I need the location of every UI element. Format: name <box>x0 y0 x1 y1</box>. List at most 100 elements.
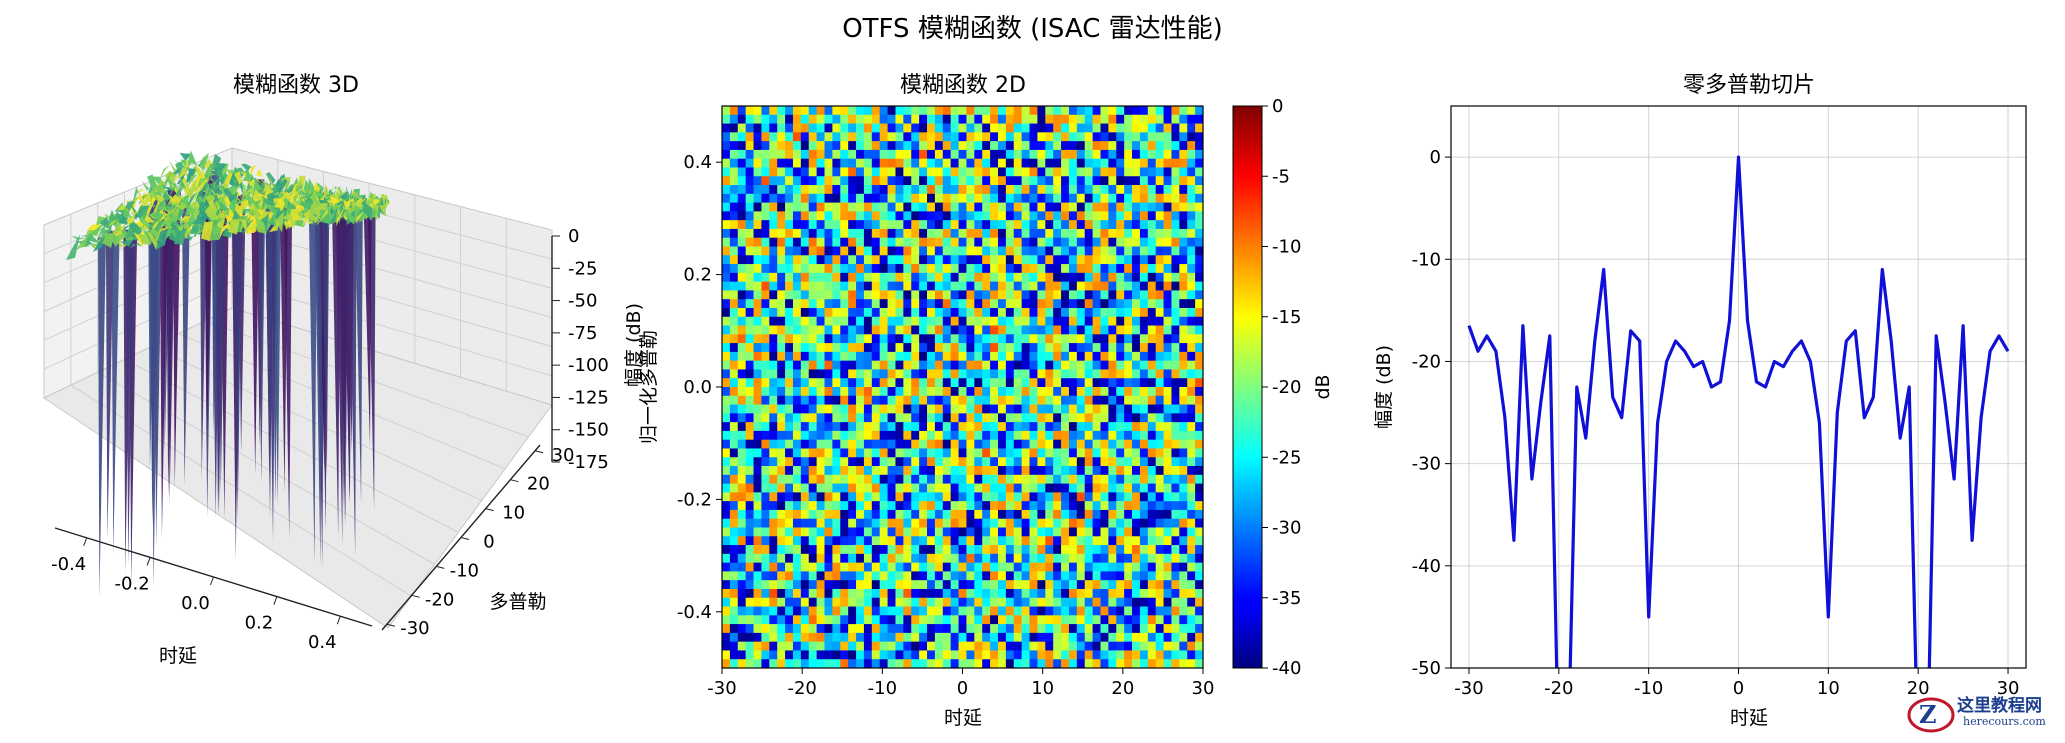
heatmap-cell <box>1179 650 1188 660</box>
heatmap-cell <box>950 167 959 177</box>
heatmap-cell <box>1045 474 1054 484</box>
heatmap-cell <box>785 527 794 537</box>
heatmap-cell <box>840 509 849 520</box>
heatmap-cell <box>990 588 999 599</box>
heatmap-cell <box>1021 439 1030 449</box>
heatmap-cell <box>982 220 991 230</box>
heatmap-cell <box>919 518 928 528</box>
heatmap-cell <box>753 106 762 116</box>
heatmap-cell <box>832 527 841 537</box>
heatmap-cell <box>934 527 944 537</box>
heatmap-cell <box>777 562 786 572</box>
heatmap-cell <box>777 413 786 423</box>
heatmap-cell <box>911 571 920 581</box>
heatmap-cell <box>1179 597 1188 607</box>
heatmap-cell <box>950 193 959 203</box>
heatmap-cell <box>832 114 841 124</box>
heatmap-cell <box>785 387 794 397</box>
heatmap-cell <box>1187 430 1196 441</box>
heatmap-cell <box>824 299 833 309</box>
heatmap-cell <box>1084 580 1094 590</box>
heatmap-cell <box>1195 659 1204 669</box>
heatmap-cell <box>1132 264 1141 274</box>
heatmap-cell <box>769 448 778 458</box>
heatmap-cell <box>769 299 778 309</box>
heatmap-cell <box>1187 545 1196 555</box>
heatmap-cell <box>903 185 912 195</box>
heatmap-cell <box>927 474 936 484</box>
heatmap-cell <box>863 545 873 555</box>
heatmap-cell <box>1147 659 1157 669</box>
heatmap-cell <box>927 632 936 643</box>
heatmap-cell <box>1147 193 1157 203</box>
heatmap-cell <box>1068 255 1078 265</box>
heatmap-cell <box>800 474 810 484</box>
heatmap-cell <box>966 360 975 370</box>
heatmap-cell <box>966 351 975 362</box>
heatmap-cell <box>927 580 936 590</box>
heatmap-cell <box>824 422 833 432</box>
heatmap-cell <box>863 553 873 564</box>
heatmap-cell <box>1021 351 1030 362</box>
heatmap-cell <box>1053 132 1062 142</box>
heatmap-cell <box>729 553 739 564</box>
heatmap-cell <box>958 422 967 432</box>
heatmap-cell <box>990 509 999 520</box>
heatmap-cell <box>848 316 857 326</box>
heatmap-cell <box>1092 299 1101 309</box>
heatmap-cell <box>1147 606 1157 616</box>
heatmap-cell <box>1045 220 1054 230</box>
heatmap-cell <box>1116 299 1125 309</box>
heatmap-cell <box>816 255 825 265</box>
heatmap-cell <box>974 343 983 353</box>
heatmap-cell <box>879 369 888 379</box>
heatmap-cell <box>722 158 731 168</box>
heatmap-cell <box>1179 492 1188 502</box>
heatmap-cell <box>966 580 975 590</box>
heatmap-cell <box>903 466 912 476</box>
heatmap-cell <box>958 395 967 405</box>
heatmap-cell <box>840 659 849 669</box>
heatmap-cell <box>1076 395 1086 405</box>
heatmap-cell <box>1132 316 1141 326</box>
heatmap-cell <box>911 650 920 660</box>
heatmap-cell <box>1100 448 1109 458</box>
heatmap-cell <box>911 360 920 370</box>
heatmap-cell <box>911 220 920 230</box>
heatmap-cell <box>1053 650 1062 660</box>
heatmap-cell <box>950 316 959 326</box>
heatmap-cell <box>848 492 857 502</box>
heatmap-cell <box>950 571 959 581</box>
heatmap-cell <box>1037 114 1046 124</box>
heatmap-cell <box>745 334 754 344</box>
heatmap-cell <box>982 404 991 414</box>
surface3d-face <box>211 216 223 234</box>
heatmap-cell <box>1187 553 1196 564</box>
heatmap-cell <box>1195 106 1204 116</box>
heatmap-cell <box>777 176 786 186</box>
heatmap-cell <box>816 316 825 326</box>
heatmap-cell <box>942 659 952 669</box>
heatmap-cell <box>1139 307 1149 318</box>
heatmap-cell <box>856 588 865 599</box>
heatmap-cell <box>1061 106 1070 116</box>
heatmap-cell <box>722 264 731 274</box>
heatmap-cell <box>792 149 802 160</box>
heatmap-cell <box>729 343 739 353</box>
heatmap-cell <box>887 202 896 212</box>
heatmap-cell <box>1029 316 1038 326</box>
heatmap-cell <box>753 272 762 283</box>
heatmap-cell <box>1163 527 1172 537</box>
heatmap-cell <box>1084 193 1094 203</box>
heatmap-cell <box>816 659 825 669</box>
surface3d-face <box>347 193 356 210</box>
heatmap-cell <box>1061 281 1070 291</box>
surface3d-face <box>136 205 149 222</box>
heatmap-cell <box>824 255 833 265</box>
heatmap-cell <box>832 562 841 572</box>
heatmap-cell <box>745 395 754 405</box>
heatmap-cell <box>1195 457 1204 467</box>
heatmap-cell <box>950 422 959 432</box>
heatmap-cell <box>1116 413 1125 423</box>
heatmap-cell <box>832 387 841 397</box>
